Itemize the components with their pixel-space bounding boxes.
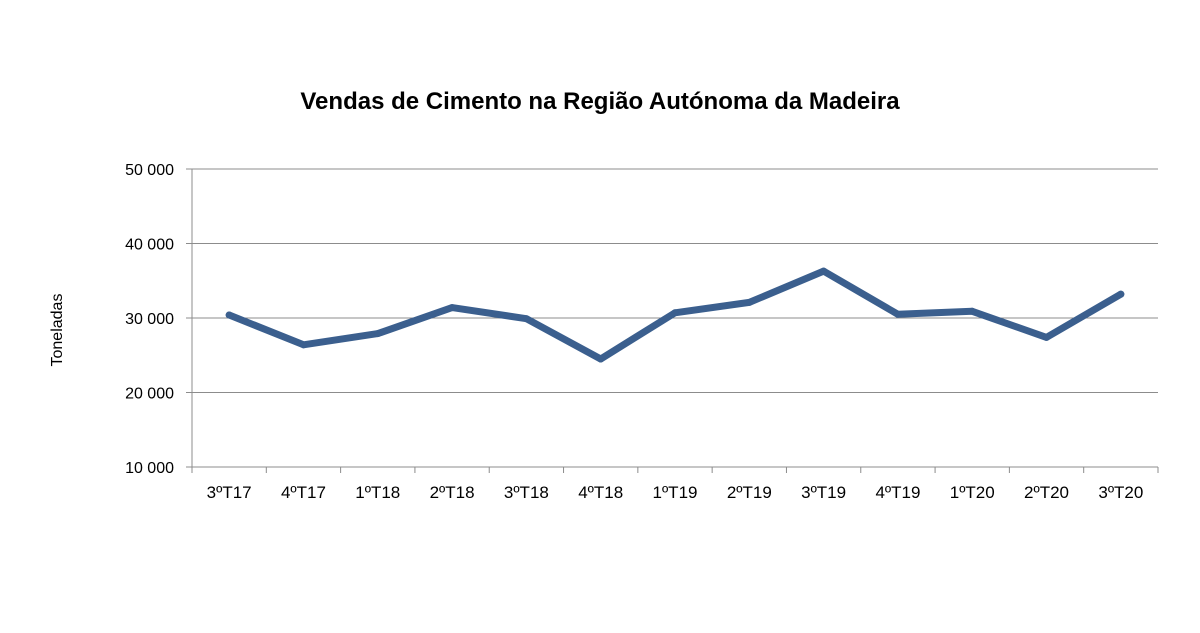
x-tick-label: 2ºT20: [1024, 483, 1069, 502]
x-tick-label: 1ºT18: [355, 483, 400, 502]
x-tick-label: 2ºT18: [430, 483, 475, 502]
y-axis-label: Toneladas: [49, 294, 66, 367]
data-point: [448, 304, 456, 312]
data-point: [225, 311, 233, 319]
x-tick-label: 3ºT17: [207, 483, 252, 502]
data-point: [374, 330, 382, 338]
x-tick-label: 1ºT19: [653, 483, 698, 502]
y-tick-label: 50 000: [125, 162, 174, 179]
x-tick-label: 4ºT17: [281, 483, 326, 502]
x-tick-label: 3ºT20: [1098, 483, 1143, 502]
data-point: [299, 341, 307, 349]
data-point: [597, 355, 605, 363]
y-tick-label: 40 000: [125, 237, 174, 254]
data-point: [745, 298, 753, 306]
x-tick-label: 3ºT19: [801, 483, 846, 502]
y-tick-label: 30 000: [125, 311, 174, 328]
x-tick-label: 3ºT18: [504, 483, 549, 502]
y-tick-label: 20 000: [125, 386, 174, 403]
x-tick-label: 2ºT19: [727, 483, 772, 502]
data-point: [671, 309, 679, 317]
data-point: [522, 315, 530, 323]
x-tick-label: 4ºT19: [875, 483, 920, 502]
data-point: [1117, 290, 1125, 298]
x-tick-label: 4ºT18: [578, 483, 623, 502]
data-point: [1043, 333, 1051, 341]
data-point: [894, 310, 902, 318]
chart-title: Vendas de Cimento na Região Autónoma da …: [300, 88, 900, 115]
data-point: [820, 267, 828, 275]
y-tick-label: 10 000: [125, 460, 174, 477]
data-point: [968, 307, 976, 315]
x-tick-label: 1ºT20: [950, 483, 995, 502]
